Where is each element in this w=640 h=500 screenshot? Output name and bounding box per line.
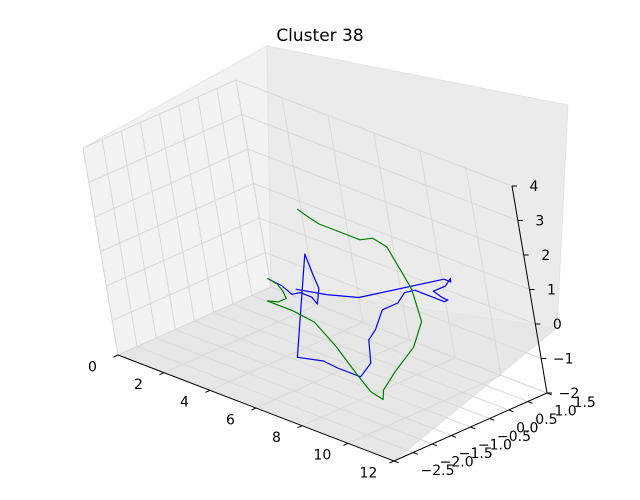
series-line-1 bbox=[267, 253, 452, 378]
x-tick bbox=[113, 354, 119, 358]
z-tick-label: 3 bbox=[535, 214, 544, 230]
z-tick-label: 2 bbox=[541, 248, 550, 264]
z-grid-back bbox=[247, 148, 524, 256]
x-tick-label: 4 bbox=[180, 395, 189, 411]
x-tick bbox=[251, 407, 257, 411]
z-grid-left bbox=[106, 217, 260, 287]
x-tick bbox=[159, 372, 165, 376]
x-tick-label: 10 bbox=[313, 448, 331, 464]
z-tick-label: −2 bbox=[559, 386, 580, 402]
z-grid-left bbox=[94, 148, 248, 218]
y-tick-label: −1.5 bbox=[459, 446, 493, 462]
z-tick-label: −1 bbox=[553, 352, 574, 368]
x-tick-label: 0 bbox=[88, 359, 97, 375]
y-tick-label: 0.5 bbox=[535, 412, 557, 428]
y-tick bbox=[432, 443, 438, 447]
y-grid-floor bbox=[194, 320, 471, 428]
y-tick-label: −2.0 bbox=[440, 454, 474, 470]
y-grid-floor bbox=[136, 346, 414, 453]
y-tick bbox=[527, 401, 533, 404]
y-tick bbox=[470, 426, 476, 430]
x-tick bbox=[389, 460, 395, 464]
z-tick-label: 4 bbox=[530, 179, 539, 195]
y-tick-label: 1.0 bbox=[554, 403, 576, 419]
chart-title: Cluster 38 bbox=[276, 26, 363, 46]
y-tick bbox=[412, 452, 418, 455]
series-line-2 bbox=[266, 208, 423, 401]
x-tick-label: 6 bbox=[226, 412, 235, 428]
z-grid-left bbox=[82, 79, 237, 149]
axes bbox=[113, 185, 552, 464]
x-tick-label: 2 bbox=[134, 377, 143, 393]
y-grid-floor bbox=[156, 337, 433, 445]
z-grid-left bbox=[117, 286, 272, 356]
x-tick-label: 8 bbox=[272, 430, 281, 446]
data-series bbox=[266, 208, 452, 401]
x-tick bbox=[343, 442, 349, 446]
y-tick-label: 1.5 bbox=[574, 395, 596, 411]
x-tick-label: 12 bbox=[359, 465, 377, 481]
z-grid-back bbox=[241, 114, 519, 221]
z-tick-label: 0 bbox=[553, 317, 562, 333]
z-grid-back bbox=[253, 183, 530, 290]
z-grid-back bbox=[235, 79, 513, 187]
y-tick-label: −0.5 bbox=[497, 429, 531, 445]
z-grid-back bbox=[259, 217, 536, 325]
y-tick bbox=[508, 409, 514, 413]
y-grid-floor bbox=[175, 329, 452, 436]
x-tick bbox=[205, 389, 211, 393]
z-grid-left bbox=[111, 252, 266, 321]
y-tick-label: 0.0 bbox=[516, 420, 538, 436]
y-tick bbox=[489, 418, 495, 421]
z-grid-back bbox=[270, 286, 548, 394]
y-grid-floor bbox=[213, 312, 490, 419]
y-tick-label: −1.0 bbox=[478, 437, 512, 453]
x-tick bbox=[297, 425, 303, 429]
z-grid-left bbox=[88, 114, 243, 183]
y-tick bbox=[393, 460, 399, 464]
z-grid-left bbox=[100, 183, 254, 252]
z-tick-label: 1 bbox=[547, 283, 556, 299]
y-tick-label: −2.5 bbox=[421, 463, 455, 479]
y-tick bbox=[451, 435, 457, 438]
